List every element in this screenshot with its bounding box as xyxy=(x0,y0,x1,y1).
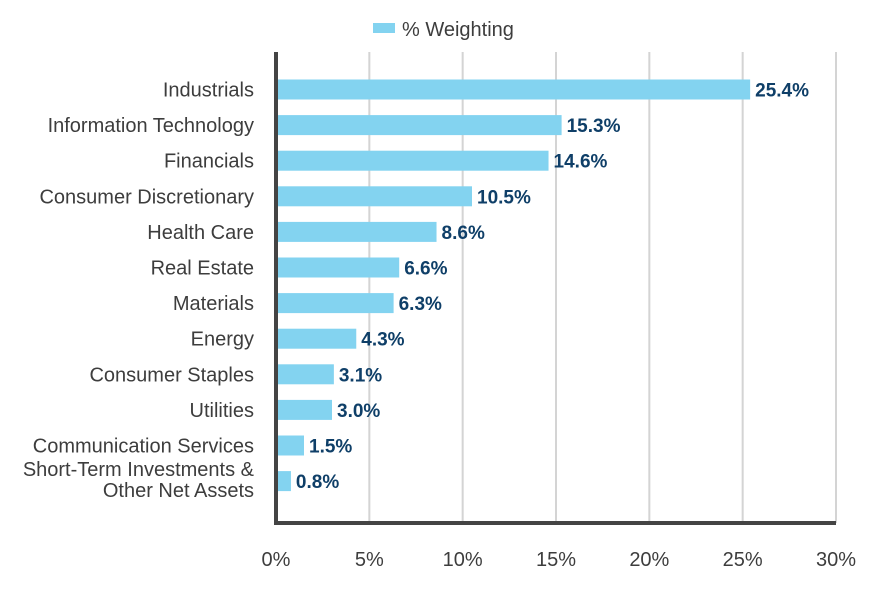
category-label: Short-Term Investments & xyxy=(23,459,255,481)
bar xyxy=(276,186,472,207)
bar xyxy=(276,221,437,242)
bar xyxy=(276,293,394,314)
axes xyxy=(274,52,836,525)
category-label: Consumer Staples xyxy=(89,364,254,386)
category-label: Materials xyxy=(173,293,254,315)
x-tick-label: 20% xyxy=(629,549,669,571)
data-label: 15.3% xyxy=(567,116,621,137)
category-labels: Industrials Information Technology Financi… xyxy=(23,80,255,503)
bar xyxy=(276,79,751,100)
bar xyxy=(276,399,332,420)
category-label: Consumer Discretionary xyxy=(39,186,254,208)
x-tick-label: 30% xyxy=(816,549,856,571)
category-label: Information Technology xyxy=(48,115,254,137)
bar xyxy=(276,471,291,492)
data-labels: 25.4% 15.3% 14.6% 10.5% 8.6% 6.6% 6.3% 4.3% 3.1%… xyxy=(296,81,809,494)
legend-label: % Weighting xyxy=(402,19,514,41)
data-label: 4.3% xyxy=(361,330,404,351)
bars xyxy=(276,79,751,492)
data-label: 3.1% xyxy=(339,365,382,386)
data-label: 14.6% xyxy=(554,152,608,173)
data-label: 8.6% xyxy=(442,223,485,244)
bar xyxy=(276,328,357,349)
data-label: 25.4% xyxy=(755,81,809,102)
bar xyxy=(276,364,334,385)
data-label: 1.5% xyxy=(309,437,352,458)
data-label: 0.8% xyxy=(296,472,339,493)
bar xyxy=(276,257,400,278)
category-label: Industrials xyxy=(163,80,254,102)
category-label: Other Net Assets xyxy=(103,480,254,502)
category-label: Real Estate xyxy=(151,258,254,280)
bar xyxy=(276,150,549,171)
legend-swatch xyxy=(373,23,395,33)
category-label: Energy xyxy=(191,329,254,351)
category-label: Health Care xyxy=(147,222,254,244)
data-label: 6.6% xyxy=(404,259,447,280)
bar xyxy=(276,435,304,456)
x-tick-label: 5% xyxy=(355,549,384,571)
x-tick-label: 25% xyxy=(723,549,763,571)
category-label: Communication Services xyxy=(33,436,254,458)
bar xyxy=(276,115,562,136)
x-tick-label: 15% xyxy=(536,549,576,571)
x-tick-labels: 0% 5% 10% 15% 20% 25% 30% xyxy=(262,549,857,571)
x-tick-label: 10% xyxy=(443,549,483,571)
x-tick-label: 0% xyxy=(262,549,291,571)
category-label: Financials xyxy=(164,151,254,173)
data-label: 6.3% xyxy=(399,294,442,315)
category-label: Utilities xyxy=(190,400,254,422)
data-label: 10.5% xyxy=(477,187,531,208)
legend: % Weighting xyxy=(373,19,514,41)
data-label: 3.0% xyxy=(337,401,380,422)
